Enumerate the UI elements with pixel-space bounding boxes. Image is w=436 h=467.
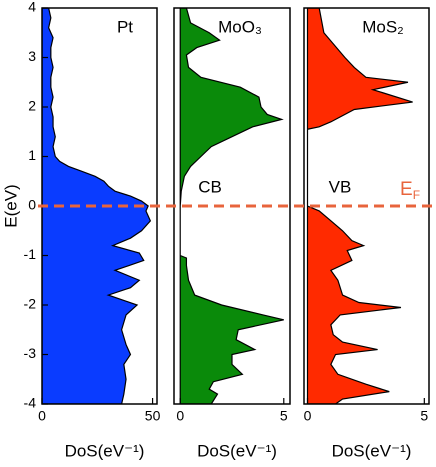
y-tick-label: -4 [24,395,37,411]
x-axis-label: DoS(eV⁻¹) [197,441,277,460]
dos-area [306,8,413,404]
y-tick-label: -1 [24,246,37,262]
y-tick-label: 4 [28,0,36,15]
panel-title: Pt [117,17,133,36]
band-label: VB [329,177,352,196]
y-tick-label: -3 [24,345,37,361]
x-tick-label: 0 [176,408,184,424]
panel-title: MoS₂ [362,17,404,36]
band-label: CB [198,177,222,196]
x-tick-label: 50 [145,408,161,424]
y-tick-label: 3 [28,48,36,64]
x-tick-label: 5 [420,408,428,424]
x-axis-label: DoS(eV⁻¹) [332,441,412,460]
y-tick-label: -2 [24,296,37,312]
y-tick-label: 2 [28,98,36,114]
x-tick-label: 0 [304,408,312,424]
fermi-label-main: E [400,179,413,200]
fermi-label-sub: F [413,188,420,202]
x-axis-label: DoS(eV⁻¹) [65,441,145,460]
x-tick-label: 0 [38,408,46,424]
fermi-label: EF [400,179,420,202]
dos-area [42,8,152,404]
y-tick-label: 1 [28,147,36,163]
panel-title: MoO₃ [218,17,262,36]
y-axis-label: E(eV) [1,184,20,227]
dos-area [179,8,284,404]
y-tick-label: 0 [28,197,36,213]
x-tick-label: 5 [280,408,288,424]
